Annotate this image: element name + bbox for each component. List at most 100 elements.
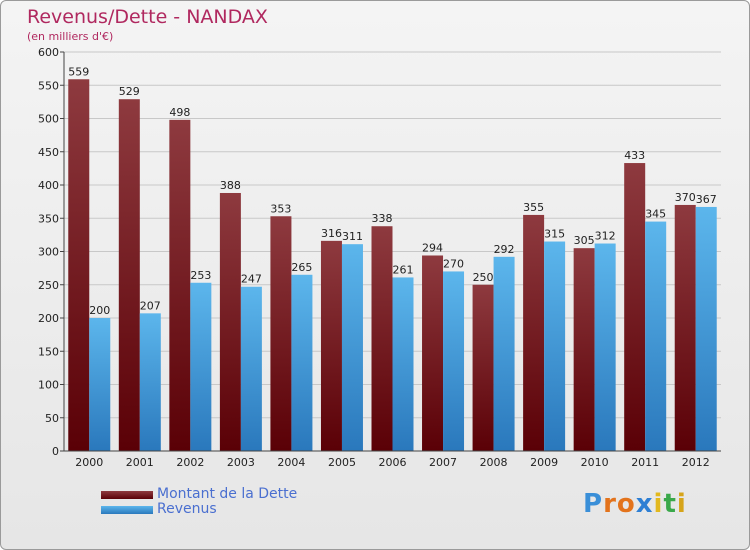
y-tick-label: 450 (38, 146, 59, 159)
data-label-revenus: 367 (696, 193, 717, 206)
data-label-dette: 305 (574, 234, 595, 247)
bar-revenus-2002 (190, 282, 212, 451)
x-tick-label: 2011 (631, 456, 659, 469)
x-tick-label: 2003 (227, 456, 255, 469)
logo-letter: x (635, 489, 654, 519)
y-tick-label: 0 (52, 445, 59, 458)
bar-revenus-2008 (493, 256, 515, 451)
data-label-revenus: 261 (393, 263, 414, 276)
bar-revenus-2000 (89, 318, 111, 451)
x-tick-label: 2002 (176, 456, 204, 469)
bar-dette-2011 (624, 163, 646, 451)
x-tick-label: 2012 (682, 456, 710, 469)
bar-revenus-2001 (139, 313, 161, 451)
bar-revenus-2007 (443, 271, 465, 451)
bar-dette-2001 (118, 99, 140, 451)
chart-subtitle: (en milliers d'€) (27, 30, 114, 43)
bar-dette-2005 (320, 240, 342, 451)
y-tick-label: 400 (38, 179, 59, 192)
legend-label-dette: Montant de la Dette (157, 486, 298, 502)
bar-revenus-2011 (645, 221, 667, 451)
bar-dette-2003 (219, 192, 241, 452)
data-label-dette: 529 (119, 85, 140, 98)
x-tick-label: 2005 (328, 456, 356, 469)
bars (68, 79, 717, 452)
data-label-revenus: 315 (544, 228, 565, 241)
legend-label-revenus: Revenus (157, 501, 217, 517)
bar-dette-2008 (472, 284, 494, 451)
legend-swatch-revenus (101, 505, 153, 514)
y-tick-label: 150 (38, 345, 59, 358)
x-tick-label: 2004 (277, 456, 305, 469)
data-label-dette: 498 (169, 106, 190, 119)
bar-dette-2007 (422, 255, 444, 451)
logo-letter: i (676, 489, 687, 519)
x-tick-label: 2010 (581, 456, 609, 469)
bar-revenus-2006 (392, 277, 414, 451)
x-tick-label: 2006 (379, 456, 407, 469)
data-label-revenus: 312 (595, 230, 616, 243)
y-tick-label: 350 (38, 212, 59, 225)
data-label-revenus: 200 (89, 304, 110, 317)
logo-letter: i (653, 489, 664, 519)
legend-item-revenus: Revenus (101, 502, 297, 517)
data-label-dette: 433 (624, 149, 645, 162)
bar-dette-2004 (270, 216, 292, 451)
bar-dette-2012 (674, 204, 696, 451)
data-label-revenus: 253 (190, 269, 211, 282)
legend-item-dette: Montant de la Dette (101, 487, 297, 502)
bar-dette-2006 (371, 226, 393, 451)
data-label-dette: 388 (220, 179, 241, 192)
data-labels: 559 200 529 207 498 253 388 247 353 265 316 311 338 2… (68, 65, 716, 317)
data-label-revenus: 270 (443, 257, 464, 270)
bar-revenus-2003 (240, 286, 262, 451)
logo-letter: o (616, 489, 636, 519)
legend: Montant de la Dette Revenus (101, 487, 297, 517)
data-label-dette: 250 (473, 271, 494, 284)
y-tick-label: 50 (45, 412, 59, 425)
bar-revenus-2005 (341, 244, 363, 451)
bar-dette-2000 (68, 79, 90, 451)
data-label-dette: 294 (422, 241, 443, 254)
data-label-revenus: 345 (645, 208, 666, 221)
logo-letter: t (663, 489, 677, 519)
data-label-revenus: 311 (342, 230, 363, 243)
bar-dette-2002 (169, 119, 191, 451)
data-label-revenus: 292 (494, 243, 515, 256)
data-label-dette: 316 (321, 227, 342, 240)
bar-dette-2010 (573, 248, 595, 451)
bar-revenus-2010 (594, 243, 616, 451)
y-tick-label: 600 (38, 46, 59, 59)
legend-swatch-dette (101, 490, 153, 499)
x-tick-label: 2007 (429, 456, 457, 469)
data-label-revenus: 247 (241, 273, 262, 286)
data-label-dette: 355 (523, 201, 544, 214)
bar-revenus-2012 (695, 206, 717, 451)
data-label-dette: 338 (372, 212, 393, 225)
data-label-dette: 559 (68, 65, 89, 78)
data-label-dette: 370 (675, 191, 696, 204)
data-label-revenus: 265 (291, 261, 312, 274)
x-tick-label: 2000 (75, 456, 103, 469)
y-tick-label: 100 (38, 379, 59, 392)
y-tick-label: 250 (38, 279, 59, 292)
x-tick-label: 2001 (126, 456, 154, 469)
logo-letter: P (583, 489, 604, 519)
y-tick-label: 300 (38, 246, 59, 259)
y-tick-label: 550 (38, 79, 59, 92)
x-tick-label: 2009 (530, 456, 558, 469)
logo-letter: r (603, 489, 617, 519)
chart-title: Revenus/Dette - NANDAX (27, 6, 268, 28)
x-tick-label: 2008 (480, 456, 508, 469)
bar-revenus-2004 (291, 274, 313, 451)
data-label-dette: 353 (270, 202, 291, 215)
bar-revenus-2009 (544, 241, 566, 451)
axes: 0 50 100 150 200 250 300 350 400 450 500 550 600 2000… (38, 46, 721, 469)
proxiti-logo: Proxiti (583, 489, 687, 519)
y-tick-label: 200 (38, 312, 59, 325)
y-tick-label: 500 (38, 113, 59, 126)
data-label-revenus: 207 (140, 299, 161, 312)
bar-dette-2009 (523, 214, 545, 451)
